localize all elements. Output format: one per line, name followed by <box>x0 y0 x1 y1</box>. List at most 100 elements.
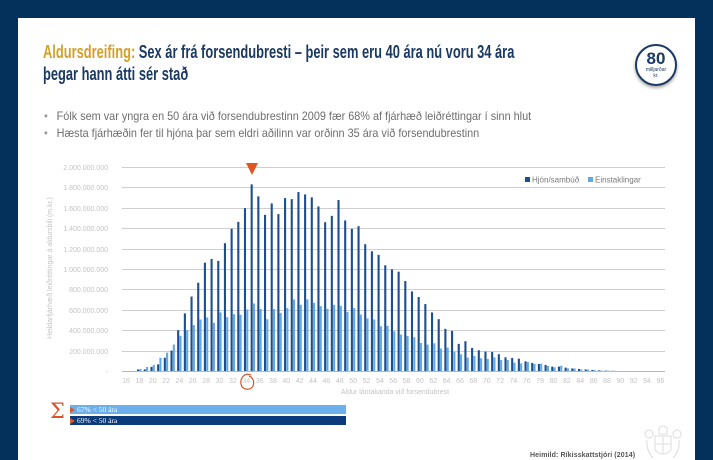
y-tick-label: 1.200.000.000 <box>63 247 108 254</box>
y-tick-label: 1.800.000.000 <box>63 185 108 192</box>
x-axis-title: Aldur lántakanda við forsendubrest <box>341 388 449 396</box>
x-tick-label: 42 <box>296 378 304 385</box>
slide-card <box>18 18 695 460</box>
tick-labels: - 200.000.000 400.000.000 600.000.000 800.00… <box>63 165 664 385</box>
bar-einstaklingar <box>272 309 276 371</box>
bar-hjon-sambud <box>597 370 601 371</box>
bar-hjon-sambud <box>237 221 240 371</box>
amount-badge: 80 milljarðar kr. <box>635 44 677 86</box>
x-tick-label: 62 <box>429 378 437 385</box>
bar-hjon-sambud <box>223 243 226 371</box>
bar-einstaklingar <box>226 317 229 371</box>
x-tick-label: 22 <box>162 378 170 385</box>
bar-hjon-sambud <box>310 197 313 371</box>
bar-einstaklingar <box>159 357 162 371</box>
bar-einstaklingar <box>593 370 596 371</box>
x-tick-label: 80 <box>550 378 558 385</box>
bar-hjon-sambud <box>484 351 487 371</box>
bar-hjon-sambud <box>170 350 173 371</box>
x-tick-label: 16 <box>122 378 130 385</box>
x-tick-label: 90 <box>616 378 624 385</box>
bar-hjon-sambud <box>471 347 474 371</box>
bar-einstaklingar <box>172 344 175 371</box>
bar-hjon-sambud <box>330 215 333 371</box>
bar-hjon-sambud <box>284 198 287 371</box>
bar-hjon-sambud <box>277 214 280 371</box>
x-tick-label: 74 <box>510 378 518 385</box>
x-tick-label: 60 <box>416 378 424 385</box>
bar-hjon-sambud <box>350 228 353 371</box>
y-tick-label: 1.600.000.000 <box>63 206 108 213</box>
y-tick-label: 1.000.000.000 <box>63 267 108 274</box>
x-tick-label: 50 <box>349 378 357 385</box>
bar-einstaklingar <box>486 358 489 371</box>
bar-einstaklingar <box>239 314 242 371</box>
sigma-icon: Σ <box>50 399 65 423</box>
badge-unit: milljarðar <box>645 67 667 73</box>
x-tick-label: 46 <box>323 378 331 385</box>
badge-unit-kr: kr. <box>653 73 659 79</box>
bar-einstaklingar <box>246 309 249 371</box>
bar-hjon-sambud <box>451 330 454 371</box>
legend-label-einstaklingar: Einstaklingar <box>595 176 641 185</box>
x-tick-label: 28 <box>202 378 210 385</box>
bar-einstaklingar <box>480 358 483 371</box>
bar-einstaklingar <box>366 318 369 371</box>
bar-hjon-sambud <box>457 343 460 371</box>
legend-label-hjon: Hjón/sambúð <box>532 176 580 185</box>
bar-hjon-sambud <box>297 192 300 371</box>
bar-hjon-sambud <box>390 269 393 371</box>
x-tick-label: 54 <box>376 378 384 385</box>
bar-hjon-sambud <box>384 265 387 371</box>
bar-hjon-sambud <box>217 260 220 371</box>
bar-hjon-sambud <box>377 254 380 371</box>
title-main: Sex ár frá forsendubresti – þeir sem eru… <box>135 42 515 62</box>
bar-einstaklingar <box>379 326 382 371</box>
bar-einstaklingar <box>373 319 376 371</box>
x-tick-label: 30 <box>216 378 224 385</box>
bar-hjon-sambud <box>143 369 146 371</box>
bar-einstaklingar <box>406 335 409 371</box>
bar-einstaklingar <box>500 359 503 371</box>
bar-einstaklingar <box>399 334 402 371</box>
circled-tick-annotation <box>240 373 255 390</box>
y-tick-label: 1.400.000.000 <box>63 226 108 233</box>
bar-einstaklingar <box>566 368 569 371</box>
bar-einstaklingar <box>333 304 336 371</box>
legend-swatch-einstaklingar <box>588 177 593 182</box>
x-tick-label: 76 <box>523 378 531 385</box>
x-tick-label: 48 <box>336 378 344 385</box>
bar-einstaklingar <box>199 319 202 371</box>
title-accent: Aldursdreifing: <box>43 42 136 62</box>
bar-hjon-sambud <box>524 361 527 371</box>
bar-hjon-sambud <box>544 364 547 371</box>
y-tick-label: 2.000.000.000 <box>63 165 108 172</box>
bar-hjon-sambud <box>404 281 407 371</box>
summary-bar-hjon: 69% < 50 ára <box>70 416 346 425</box>
arrow-right-icon <box>70 417 75 424</box>
bar-einstaklingar <box>600 370 603 371</box>
bar-einstaklingar <box>232 314 235 371</box>
bar-einstaklingar <box>520 363 523 371</box>
bar-hjon-sambud <box>370 251 373 371</box>
bar-einstaklingar <box>179 335 182 371</box>
slide-title: Aldursdreifing: Sex ár frá forsendubrest… <box>43 41 615 85</box>
bar-einstaklingar <box>326 308 329 371</box>
bar-einstaklingar <box>139 368 142 371</box>
bar-einstaklingar <box>526 361 529 371</box>
bar-einstaklingar <box>353 308 356 371</box>
y-tick-label: - <box>106 369 109 376</box>
bar-einstaklingar <box>553 367 556 371</box>
title-line-1: Aldursdreifing: Sex ár frá forsendubrest… <box>43 41 615 63</box>
bar-einstaklingar <box>339 305 342 371</box>
bar-hjon-sambud <box>537 363 540 371</box>
bar-einstaklingar <box>306 299 309 371</box>
bullet-dot-icon: • <box>44 126 48 140</box>
x-tick-label: 40 <box>282 378 290 385</box>
x-tick-label: 88 <box>603 378 611 385</box>
bar-einstaklingar <box>506 359 509 371</box>
bar-hjon-sambud <box>137 369 140 371</box>
bar-hjon-sambud <box>464 341 467 371</box>
summary-bar-label: 69% < 50 ára <box>77 416 118 425</box>
x-tick-label: 38 <box>269 378 277 385</box>
